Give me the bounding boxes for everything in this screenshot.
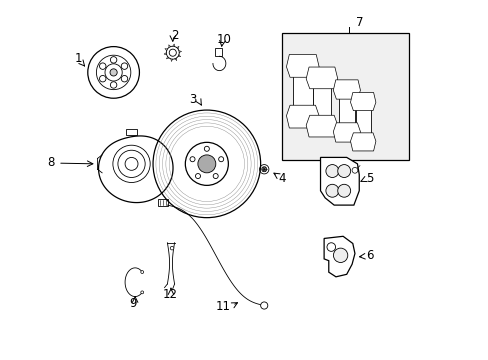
Text: 9: 9 (129, 297, 137, 310)
Polygon shape (324, 236, 354, 277)
Text: 3: 3 (188, 93, 196, 106)
Bar (126, 130, 137, 135)
Text: 4: 4 (278, 172, 285, 185)
Polygon shape (286, 105, 319, 128)
Circle shape (351, 167, 357, 173)
Polygon shape (333, 80, 360, 99)
Bar (214, 48, 222, 56)
Circle shape (170, 246, 174, 250)
Text: 2: 2 (170, 29, 178, 42)
Circle shape (121, 76, 127, 82)
Text: 11: 11 (215, 300, 230, 313)
Text: 6: 6 (365, 249, 372, 262)
Polygon shape (312, 69, 330, 135)
Text: 10: 10 (216, 32, 231, 46)
Circle shape (326, 243, 335, 251)
Polygon shape (350, 133, 375, 151)
Circle shape (261, 167, 266, 172)
Polygon shape (338, 81, 354, 140)
Circle shape (190, 157, 195, 162)
Circle shape (325, 184, 338, 197)
Bar (158, 199, 168, 206)
Polygon shape (320, 157, 359, 205)
Polygon shape (355, 94, 370, 149)
Circle shape (198, 155, 215, 173)
Circle shape (99, 63, 106, 69)
Circle shape (325, 165, 338, 177)
Polygon shape (99, 136, 173, 203)
Circle shape (121, 63, 127, 69)
Circle shape (337, 184, 350, 197)
Polygon shape (350, 93, 375, 111)
Circle shape (333, 248, 347, 262)
Polygon shape (286, 54, 319, 77)
Circle shape (218, 157, 223, 162)
Circle shape (125, 157, 138, 170)
Circle shape (204, 146, 209, 151)
Circle shape (113, 145, 150, 183)
Circle shape (141, 291, 143, 294)
Text: 8: 8 (47, 156, 55, 168)
Text: 5: 5 (365, 172, 372, 185)
Circle shape (118, 150, 145, 177)
Circle shape (195, 174, 200, 179)
Bar (282, 33, 408, 160)
Circle shape (260, 302, 267, 309)
Circle shape (110, 69, 117, 76)
Circle shape (110, 82, 117, 88)
Circle shape (110, 57, 117, 63)
Circle shape (337, 165, 350, 177)
Polygon shape (305, 115, 337, 137)
Polygon shape (292, 56, 312, 126)
Circle shape (141, 271, 143, 274)
Polygon shape (305, 67, 337, 89)
Circle shape (213, 174, 218, 179)
Text: 12: 12 (162, 288, 177, 301)
Circle shape (99, 76, 106, 82)
Text: 1: 1 (75, 51, 82, 64)
Text: 7: 7 (356, 17, 363, 30)
Polygon shape (333, 123, 360, 142)
